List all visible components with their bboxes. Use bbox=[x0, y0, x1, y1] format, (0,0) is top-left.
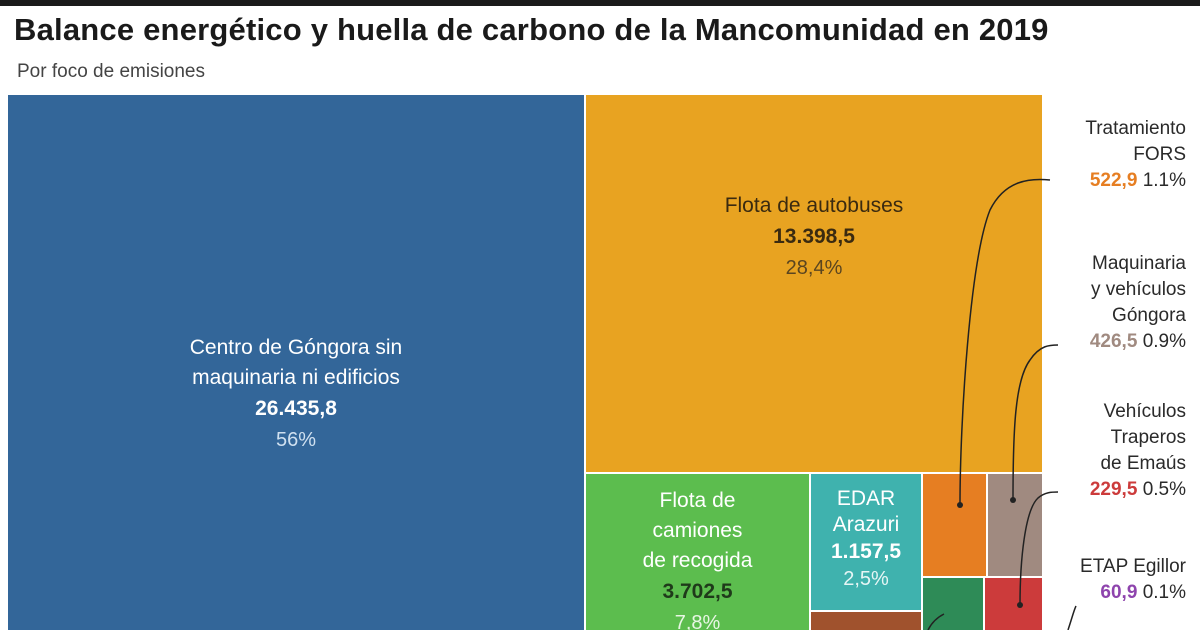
label-vehiculos-traperos: Vehículos Traperos de Emaús 229,5 0.5% bbox=[1090, 399, 1186, 503]
label-fors-figures: 522,9 1.1% bbox=[1085, 168, 1186, 194]
tile-flota-autobuses: Flota de autobuses 13.398,5 28,4% bbox=[586, 95, 1042, 472]
tile-camiones-name-1: Flota de bbox=[659, 489, 736, 512]
tile-camiones-value: 3.702,5 bbox=[662, 580, 733, 603]
label-maquinaria-figures: 426,5 0.9% bbox=[1090, 329, 1186, 355]
tile-camiones-name-2: camiones bbox=[652, 519, 743, 542]
leader-traperos bbox=[1019, 491, 1059, 606]
tile-centro-pct: 56% bbox=[275, 429, 317, 451]
tile-tratamiento-fors bbox=[923, 474, 986, 576]
tile-maquinaria-gongora bbox=[988, 474, 1042, 576]
tile-camiones-name-3: de recogida bbox=[642, 549, 753, 572]
tile-edar-name-1: EDAR bbox=[836, 487, 896, 510]
label-etap-value: 60,9 bbox=[1100, 582, 1138, 603]
label-tratamiento-fors: Tratamiento FORS 522,9 1.1% bbox=[1085, 116, 1186, 194]
tile-edar-value: 1.157,5 bbox=[830, 540, 902, 563]
tile-centro-name-2: maquinaria ni edificios bbox=[192, 366, 400, 389]
label-fors-line2: FORS bbox=[1133, 144, 1186, 165]
label-maquinaria-line1: Maquinaria bbox=[1092, 253, 1186, 274]
label-traperos-line1: Vehículos bbox=[1103, 401, 1186, 422]
label-fors-pct: 1.1% bbox=[1142, 170, 1186, 191]
label-fors-line1: Tratamiento bbox=[1085, 118, 1186, 139]
label-traperos-value: 229,5 bbox=[1089, 479, 1138, 500]
leader-traperos-dot bbox=[1017, 602, 1023, 608]
tile-edar-pct: 2,5% bbox=[843, 568, 889, 590]
tile-vehiculos-traperos bbox=[985, 578, 1042, 630]
leader-fors-dot bbox=[957, 502, 963, 508]
tile-unlabeled-brown bbox=[811, 612, 921, 630]
tile-autobuses-value: 13.398,5 bbox=[773, 225, 855, 248]
leader-maquinaria-dot bbox=[1010, 497, 1016, 503]
top-rule bbox=[0, 0, 1200, 6]
leader-etap bbox=[1067, 605, 1077, 630]
leader-green bbox=[927, 613, 945, 630]
tile-centro-name-1: Centro de Góngora sin bbox=[189, 336, 403, 359]
label-traperos-line2: Traperos bbox=[1110, 427, 1186, 448]
tile-edar-arazuri: EDAR Arazuri 1.157,5 2,5% bbox=[811, 474, 921, 610]
tile-autobuses-pct: 28,4% bbox=[785, 257, 843, 279]
label-maquinaria-line2: y vehículos bbox=[1090, 279, 1186, 300]
chart-title: Balance energético y huella de carbono d… bbox=[14, 12, 1049, 47]
tile-centro-value: 26.435,8 bbox=[255, 397, 337, 420]
leader-fors bbox=[959, 178, 1051, 506]
chart-subtitle: Por foco de emisiones bbox=[17, 61, 205, 82]
tile-autobuses-name: Flota de autobuses bbox=[724, 194, 904, 217]
leader-maquinaria bbox=[1012, 344, 1059, 501]
label-maquinaria-line3: Góngora bbox=[1112, 305, 1186, 326]
tile-camiones-pct: 7,8% bbox=[674, 612, 721, 630]
label-maquinaria-value: 426,5 bbox=[1089, 331, 1138, 352]
tile-centro-gongora: Centro de Góngora sin maquinaria ni edif… bbox=[8, 95, 584, 630]
tile-flota-camiones: Flota de camiones de recogida 3.702,5 7,… bbox=[586, 474, 809, 630]
label-traperos-line3: de Emaús bbox=[1100, 453, 1186, 474]
tile-edar-name-2: Arazuri bbox=[832, 513, 900, 536]
label-etap-figures: 60,9 0.1% bbox=[1080, 580, 1186, 606]
label-traperos-pct: 0.5% bbox=[1142, 479, 1186, 500]
label-fors-value: 522,9 bbox=[1089, 170, 1138, 191]
label-etap-line1: ETAP Egillor bbox=[1080, 556, 1186, 577]
label-maquinaria-pct: 0.9% bbox=[1142, 331, 1186, 352]
label-etap-pct: 0.1% bbox=[1142, 582, 1186, 603]
label-traperos-figures: 229,5 0.5% bbox=[1090, 477, 1186, 503]
label-maquinaria-gongora: Maquinaria y vehículos Góngora 426,5 0.9… bbox=[1090, 251, 1186, 355]
label-etap-egillor: ETAP Egillor 60,9 0.1% bbox=[1080, 554, 1186, 606]
